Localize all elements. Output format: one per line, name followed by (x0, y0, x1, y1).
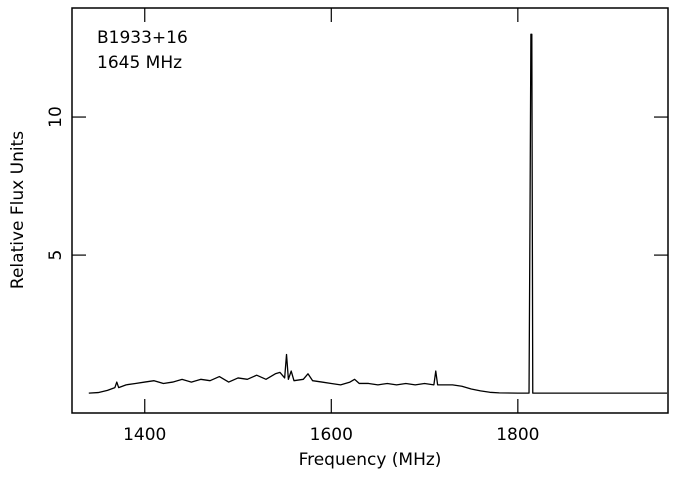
x-tick-label: 1600 (310, 425, 353, 445)
annotation: 1645 MHz (97, 53, 182, 73)
plot-frame (71, 7, 669, 414)
annotation: B1933+16 (97, 28, 188, 48)
y-tick-label: 10 (46, 106, 66, 128)
x-tick-label: 1400 (123, 425, 166, 445)
y-axis-label: Relative Flux Units (8, 131, 28, 289)
x-axis-label: Frequency (MHz) (299, 450, 442, 470)
y-tick-label: 5 (46, 250, 66, 261)
spectrum-line (88, 33, 668, 394)
x-tick-label: 1800 (496, 425, 539, 445)
